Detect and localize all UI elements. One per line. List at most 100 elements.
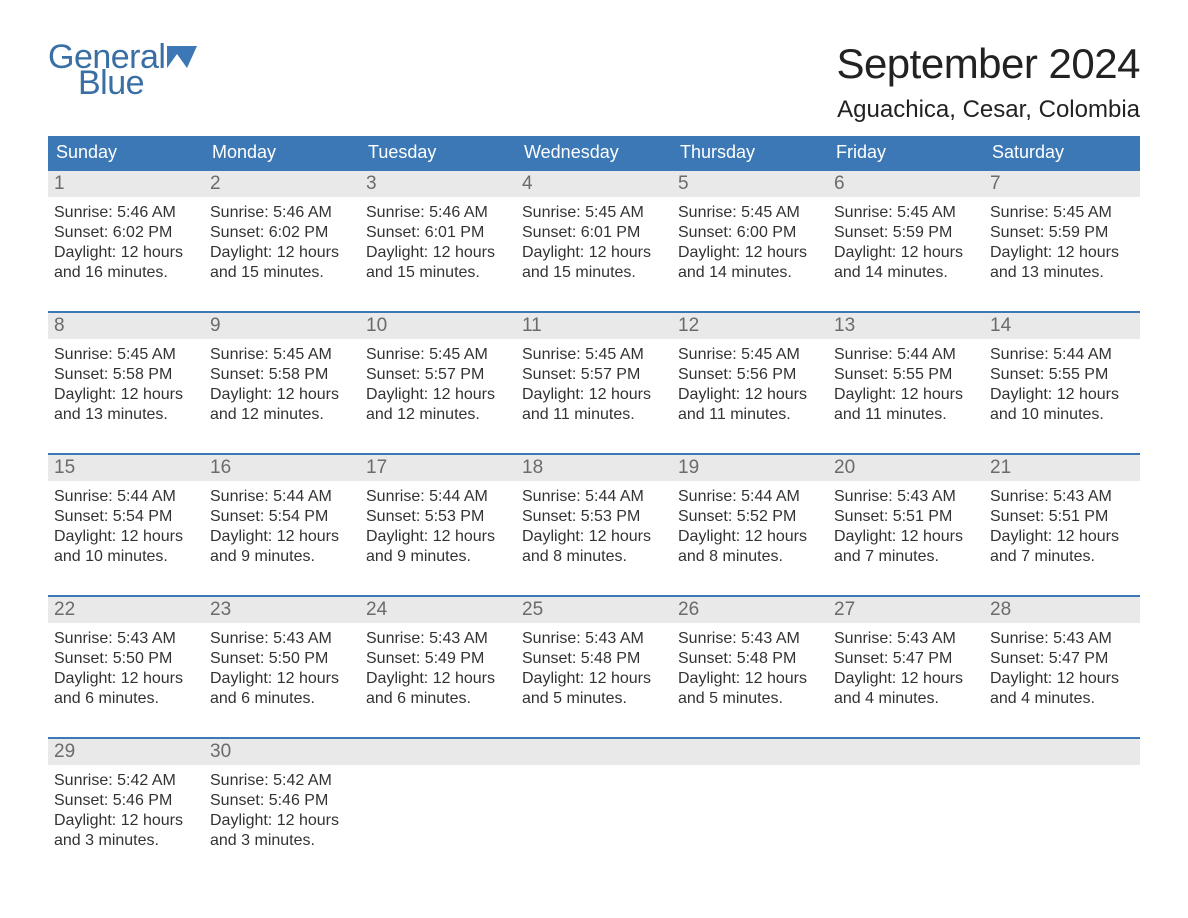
day-info-line-dl1: Daylight: 12 hours — [678, 669, 820, 689]
day-info-line-sunrise: Sunrise: 5:45 AM — [54, 345, 196, 365]
day-info-line-dl2: and 14 minutes. — [678, 263, 820, 283]
day-info-line-sunset: Sunset: 5:48 PM — [678, 649, 820, 669]
day-info-line-sunrise: Sunrise: 5:42 AM — [210, 771, 352, 791]
day-info-line-sunset: Sunset: 6:01 PM — [522, 223, 664, 243]
day-cell: Sunrise: 5:43 AMSunset: 5:49 PMDaylight:… — [360, 623, 516, 719]
day-info-line-dl1: Daylight: 12 hours — [54, 385, 196, 405]
day-info-line-dl2: and 8 minutes. — [522, 547, 664, 567]
day-info-line-dl1: Daylight: 12 hours — [210, 811, 352, 831]
day-info-line-dl2: and 15 minutes. — [522, 263, 664, 283]
day-cell: Sunrise: 5:45 AMSunset: 5:59 PMDaylight:… — [984, 197, 1140, 293]
daynum-cell: 30 — [204, 739, 360, 765]
day-info-line-sunset: Sunset: 5:50 PM — [210, 649, 352, 669]
day-info-line-sunset: Sunset: 5:55 PM — [834, 365, 976, 385]
logo: General Blue — [48, 40, 197, 100]
daynum-cell: 26 — [672, 597, 828, 623]
daynum-cell: 24 — [360, 597, 516, 623]
day-info-line-sunrise: Sunrise: 5:43 AM — [834, 629, 976, 649]
day-cell: Sunrise: 5:43 AMSunset: 5:50 PMDaylight:… — [48, 623, 204, 719]
day-info: Sunrise: 5:45 AMSunset: 5:59 PMDaylight:… — [834, 199, 978, 283]
week-body-row: Sunrise: 5:43 AM Sunset: 5:50 PM Daylight:… — [48, 623, 1140, 719]
dow-saturday: Saturday — [984, 136, 1140, 169]
day-info-line-dl2: and 9 minutes. — [366, 547, 508, 567]
day-info: Sunrise: 5:43 AMSunset: 5:51 PMDaylight:… — [834, 483, 978, 567]
daynum-band: 891011121314 — [48, 313, 1140, 339]
location: Aguachica, Cesar, Colombia — [836, 96, 1140, 124]
day-cell — [516, 765, 672, 861]
day-info-line-dl1: Daylight: 12 hours — [522, 669, 664, 689]
day-info-line-sunset: Sunset: 5:54 PM — [210, 507, 352, 527]
day-info-line-sunset: Sunset: 5:49 PM — [366, 649, 508, 669]
day-info-line-dl1: Daylight: 12 hours — [210, 243, 352, 263]
day-cell: Sunrise: 5:45 AMSunset: 6:01 PMDaylight:… — [516, 197, 672, 293]
day-cell: Sunrise: 5:45 AMSunset: 5:56 PMDaylight:… — [672, 339, 828, 435]
day-info-line-dl1: Daylight: 12 hours — [678, 527, 820, 547]
daynum-cell: 27 — [828, 597, 984, 623]
day-info-line-sunset: Sunset: 5:56 PM — [678, 365, 820, 385]
daynum-cell: 18 — [516, 455, 672, 481]
day-info-line-sunrise: Sunrise: 5:45 AM — [834, 203, 976, 223]
week-body-row: Sunrise: 5:45 AMSunset: 5:58 PMDaylight:… — [48, 339, 1140, 435]
day-info-line-sunset: Sunset: 5:55 PM — [990, 365, 1132, 385]
day-info-line-dl2: and 6 minutes. — [54, 689, 196, 709]
day-info-line-sunset: Sunset: 6:02 PM — [54, 223, 196, 243]
daynum-cell: 11 — [516, 313, 672, 339]
day-info-line-dl1: Daylight: 12 hours — [834, 527, 976, 547]
day-info-line-dl1: Daylight: 12 hours — [990, 385, 1132, 405]
day-info-line-sunset: Sunset: 5:46 PM — [210, 791, 352, 811]
daynum-band: 22232425262728 — [48, 597, 1140, 623]
day-info-line-sunrise: Sunrise: 5:44 AM — [990, 345, 1132, 365]
day-info-line-sunrise: Sunrise: 5:44 AM — [366, 487, 508, 507]
day-info-line-dl2: and 5 minutes. — [678, 689, 820, 709]
day-cell: Sunrise: 5:44 AMSunset: 5:53 PMDaylight:… — [360, 481, 516, 577]
day-cell: Sunrise: 5:42 AMSunset: 5:46 PMDaylight:… — [48, 765, 204, 861]
daynum-cell: 8 — [48, 313, 204, 339]
day-cell: Sunrise: 5:42 AMSunset: 5:46 PMDaylight:… — [204, 765, 360, 861]
daynum-cell: 7 — [984, 171, 1140, 197]
day-info-line-dl2: and 12 minutes. — [366, 405, 508, 425]
day-info-line-sunrise: Sunrise: 5:45 AM — [522, 345, 664, 365]
day-info-line-sunset: Sunset: 5:46 PM — [54, 791, 196, 811]
daynum-cell: 22 — [48, 597, 204, 623]
week-block: 1234567Sunrise: 5:46 AMSunset: 6:02 PMDa… — [48, 169, 1140, 293]
day-info: Sunrise: 5:45 AMSunset: 5:58 PMDaylight:… — [210, 341, 354, 425]
day-info-line-dl2: and 4 minutes. — [990, 689, 1132, 709]
day-info-line-dl1: Daylight: 12 hours — [54, 669, 196, 689]
day-cell: Sunrise: 5:46 AMSunset: 6:01 PMDaylight:… — [360, 197, 516, 293]
day-info-line-sunset: Sunset: 5:57 PM — [366, 365, 508, 385]
day-info-line-dl1: Daylight: 12 hours — [678, 385, 820, 405]
day-info: Sunrise: 5:43 AMSunset: 5:47 PMDaylight:… — [834, 625, 978, 709]
day-cell: Sunrise: 5:44 AMSunset: 5:54 PMDaylight:… — [48, 481, 204, 577]
header: General Blue September 2024 Aguachica, C… — [48, 40, 1140, 124]
dow-thursday: Thursday — [672, 136, 828, 169]
day-info-line-dl1: Daylight: 12 hours — [522, 385, 664, 405]
day-info-line-dl1: Daylight: 12 hours — [522, 243, 664, 263]
day-cell: Sunrise: 5:45 AMSunset: 6:00 PMDaylight:… — [672, 197, 828, 293]
day-info-line-sunrise: Sunrise: 5:43 AM — [366, 629, 508, 649]
day-info: Sunrise: 5:46 AMSunset: 6:01 PMDaylight:… — [366, 199, 510, 283]
daynum-cell: 2 — [204, 171, 360, 197]
day-cell: Sunrise: 5:43 AMSunset: 5:51 PMDaylight:… — [984, 481, 1140, 577]
day-info-line-dl1: Daylight: 12 hours — [990, 243, 1132, 263]
day-info-line-dl2: and 7 minutes. — [834, 547, 976, 567]
day-info-line-dl2: and 15 minutes. — [210, 263, 352, 283]
dow-friday: Friday — [828, 136, 984, 169]
day-info: Sunrise: 5:43 AMSunset: 5:48 PMDaylight:… — [678, 625, 822, 709]
day-info-line-dl1: Daylight: 12 hours — [522, 527, 664, 547]
week-body-row: Sunrise: 5:46 AM Sunset: 6:02 PM Daylight:… — [48, 197, 1140, 293]
day-info-line-sunset: Sunset: 5:53 PM — [522, 507, 664, 527]
day-info: Sunrise: 5:43 AMSunset: 5:47 PMDaylight:… — [990, 625, 1134, 709]
day-info: Sunrise: 5:45 AMSunset: 6:01 PMDaylight:… — [522, 199, 666, 283]
daynum-cell: 4 — [516, 171, 672, 197]
day-info-line-sunset: Sunset: 5:54 PM — [54, 507, 196, 527]
day-info-line-sunset: Sunset: 5:48 PM — [522, 649, 664, 669]
day-info-line-dl2: and 11 minutes. — [678, 405, 820, 425]
day-info-line-sunrise: Sunrise: 5:46 AM — [366, 203, 508, 223]
daynum-cell: 10 — [360, 313, 516, 339]
day-info-line-sunrise: Sunrise: 5:45 AM — [210, 345, 352, 365]
day-info: Sunrise: 5:45 AMSunset: 5:58 PMDaylight:… — [54, 341, 198, 425]
day-info: Sunrise: 5:44 AMSunset: 5:54 PMDaylight:… — [210, 483, 354, 567]
day-cell: Sunrise: 5:44 AMSunset: 5:54 PMDaylight:… — [204, 481, 360, 577]
day-info-line-dl2: and 13 minutes. — [990, 263, 1132, 283]
day-info-line-dl2: and 16 minutes. — [54, 263, 196, 283]
